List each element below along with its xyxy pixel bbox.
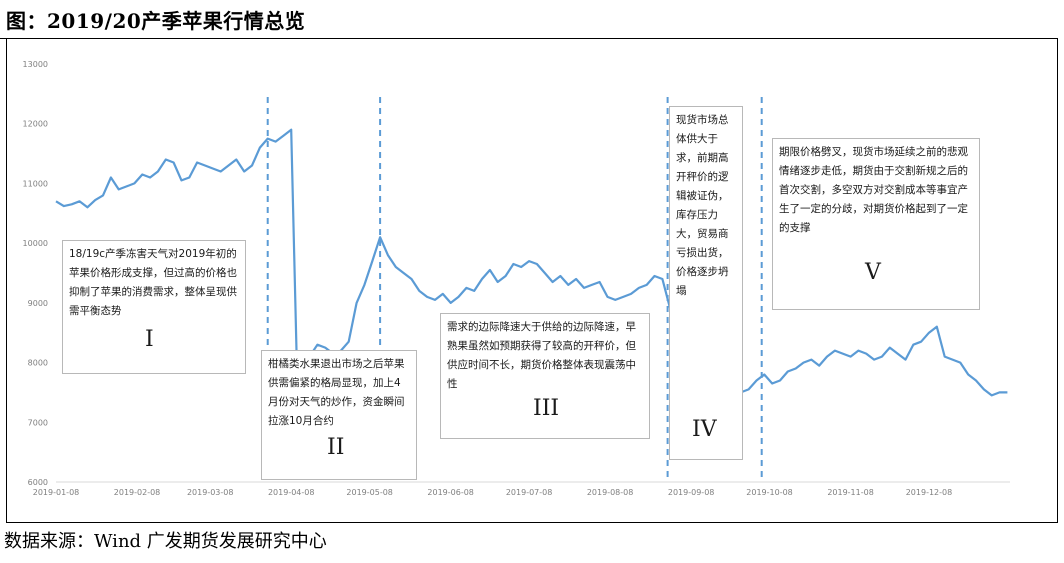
x-tick-label: 2019-10-08 [746,488,793,497]
y-tick-label: 12000 [23,120,48,129]
data-source: 数据来源：Wind 广发期货发展研究中心 [4,531,327,552]
annotation-box-5: 期限价格劈叉，现货市场延续之前的悲观情绪逐步走低，期货由于交割新规之后的首次交割… [772,138,980,310]
annotation-text-3: 需求的边际降速大于供给的边际降速，早熟果虽然如预期获得了较高的开秤价，但供应时间… [447,321,636,390]
x-tick-label: 2019-11-08 [827,488,874,497]
x-tick-label: 2019-05-08 [346,488,393,497]
x-tick-label: 2019-09-08 [668,488,715,497]
y-tick-label: 6000 [28,478,48,487]
x-tick-label: 2019-12-08 [906,488,953,497]
x-tick-label: 2019-01-08 [33,488,80,497]
x-tick-label: 2019-08-08 [587,488,634,497]
annotation-text-5: 期限价格劈叉，现货市场延续之前的悲观情绪逐步走低，期货由于交割新规之后的首次交割… [779,146,968,234]
x-tick-label: 2019-03-08 [187,488,234,497]
y-tick-label: 10000 [23,239,48,248]
annotation-text-4: 现货市场总体供大于求，前期高开秤价的逻辑被证伪，库存压力大，贸易商亏损出货，价格… [676,114,729,297]
series-line [55,128,1008,397]
y-tick-label: 13000 [23,60,48,69]
annotation-box-1: 18/19c产季冻害天气对2019年初的苹果价格形成支撑，但过高的价格也抑制了苹… [62,240,246,374]
annotation-text-1: 18/19c产季冻害天气对2019年初的苹果价格形成支撑，但过高的价格也抑制了苹… [69,248,237,317]
x-tick-label: 2019-02-08 [114,488,161,497]
annotation-box-4: 现货市场总体供大于求，前期高开秤价的逻辑被证伪，库存压力大，贸易商亏损出货，价格… [669,106,743,460]
annotation-numeral-2: II [327,435,345,460]
annotation-numeral-3: III [533,396,560,421]
annotation-numeral-1: I [145,327,154,352]
chart-frame [6,39,1058,523]
y-tick-label: 11000 [23,179,48,188]
y-tick-label: 8000 [28,359,48,368]
page-title: 图：2019/20产季苹果行情总览 [6,9,306,33]
annotation-box-3: 需求的边际降速大于供给的边际降速，早熟果虽然如预期获得了较高的开秤价，但供应时间… [440,313,650,439]
annotation-numeral-4: IV [692,417,717,442]
y-tick-label: 7000 [28,418,48,427]
annotation-numeral-5: V [865,260,881,285]
x-tick-label: 2019-07-08 [506,488,553,497]
annotation-text-2: 柑橘类水果退出市场之后苹果供需偏紧的格局显现，加上4月份对天气的炒作，资金瞬间拉… [268,358,405,427]
x-tick-label: 2019-06-08 [427,488,474,497]
y-tick-label: 9000 [28,299,48,308]
title-bar: 图：2019/20产季苹果行情总览 [0,0,1058,39]
x-tick-label: 2019-04-08 [268,488,315,497]
annotation-box-2: 柑橘类水果退出市场之后苹果供需偏紧的格局显现，加上4月份对天气的炒作，资金瞬间拉… [261,350,417,480]
